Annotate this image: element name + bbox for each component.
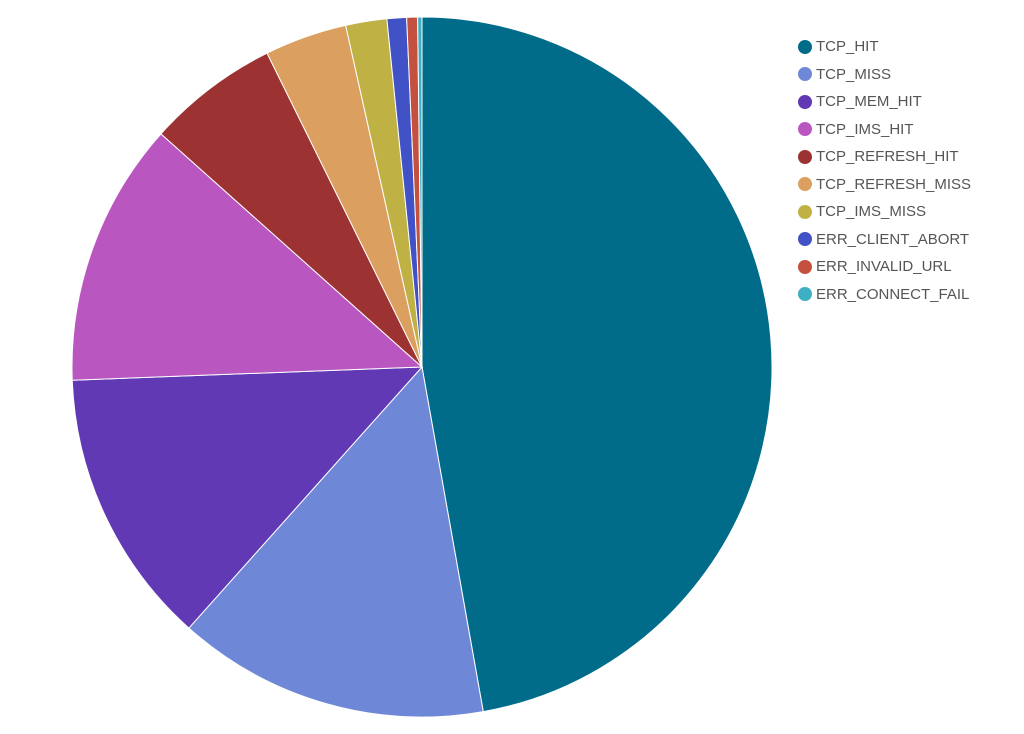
legend: TCP_HIT TCP_MISS TCP_MEM_HIT TCP_IMS_HIT…	[798, 33, 971, 308]
legend-item-tcp-ims-miss[interactable]: TCP_IMS_MISS	[798, 198, 971, 226]
legend-label: TCP_MISS	[816, 65, 892, 83]
legend-label: ERR_CLIENT_ABORT	[816, 230, 970, 248]
legend-item-err-client-abort[interactable]: ERR_CLIENT_ABORT	[798, 226, 971, 254]
legend-item-err-connect-fail[interactable]: ERR_CONNECT_FAIL	[798, 281, 971, 309]
legend-label: TCP_IMS_MISS	[816, 203, 927, 221]
legend-dot-icon	[798, 94, 812, 109]
pie-slice-tcp-mem-hit[interactable]	[71, 366, 424, 629]
legend-item-err-invalid-url[interactable]: ERR_INVALID_URL	[798, 253, 971, 281]
legend-item-tcp-ims-hit[interactable]: TCP_IMS_HIT	[798, 116, 971, 144]
legend-dot-icon	[798, 122, 812, 137]
legend-dot-icon	[798, 204, 812, 219]
legend-dot-icon	[798, 232, 812, 247]
legend-label: ERR_INVALID_URL	[816, 258, 952, 276]
pie-slice-tcp-hit[interactable]	[421, 16, 773, 713]
legend-dot-icon	[798, 39, 812, 54]
legend-label: ERR_CONNECT_FAIL	[816, 285, 970, 303]
legend-label: TCP_HIT	[816, 38, 879, 56]
legend-dot-icon	[798, 259, 812, 274]
legend-label: TCP_REFRESH_HIT	[816, 148, 959, 166]
legend-label: TCP_REFRESH_MISS	[816, 175, 972, 193]
legend-label: TCP_IMS_HIT	[816, 120, 914, 138]
legend-label: TCP_MEM_HIT	[816, 93, 922, 111]
legend-item-tcp-miss[interactable]: TCP_MISS	[798, 61, 971, 89]
legend-item-tcp-refresh-hit[interactable]: TCP_REFRESH_HIT	[798, 143, 971, 171]
legend-item-tcp-refresh-miss[interactable]: TCP_REFRESH_MISS	[798, 171, 971, 199]
legend-dot-icon	[798, 149, 812, 164]
legend-dot-icon	[798, 67, 812, 82]
pie-slice-tcp-ims-hit[interactable]	[71, 133, 424, 381]
pie-slice-err-connect-fail[interactable]	[417, 16, 423, 368]
pie-slice-tcp-refresh-hit[interactable]	[160, 52, 423, 368]
pie-slice-tcp-miss[interactable]	[188, 365, 484, 718]
legend-dot-icon	[798, 177, 812, 192]
legend-item-tcp-mem-hit[interactable]: TCP_MEM_HIT	[798, 88, 971, 116]
legend-item-tcp-hit[interactable]: TCP_HIT	[798, 33, 971, 61]
legend-dot-icon	[798, 287, 812, 302]
